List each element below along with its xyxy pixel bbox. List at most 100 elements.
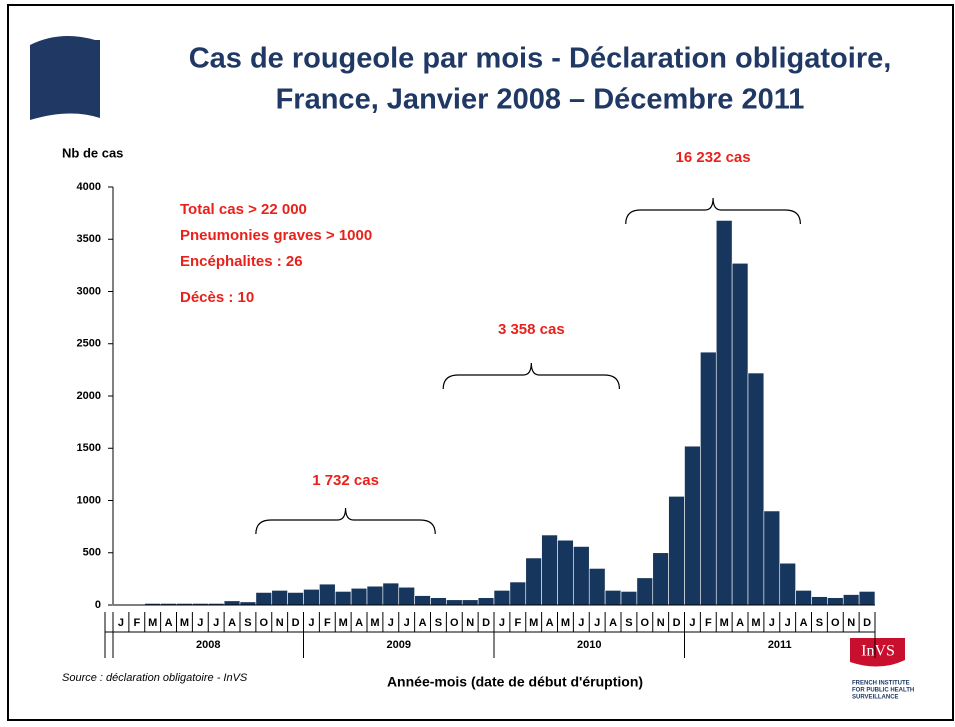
- logo-mark: [850, 638, 905, 667]
- logo-text: SURVEILLANCE: [852, 695, 899, 701]
- x-tick-label: M: [339, 617, 348, 629]
- year-label: 2009: [387, 639, 411, 651]
- x-tick-label: J: [578, 617, 584, 629]
- bar: [827, 597, 844, 606]
- stat-line: Pneumonies graves > 1000: [180, 227, 372, 244]
- bar: [763, 510, 781, 606]
- bar: [477, 597, 495, 606]
- y-tick-label: 4000: [77, 181, 101, 193]
- x-tick-label: A: [736, 617, 744, 629]
- bar: [223, 600, 241, 606]
- x-tick-label: M: [180, 617, 189, 629]
- bracket: [255, 507, 436, 535]
- x-tick-label: A: [228, 617, 236, 629]
- bar: [588, 568, 606, 606]
- x-tick-label: D: [292, 617, 300, 629]
- x-tick-label: A: [609, 617, 617, 629]
- y-tick-label: 1000: [77, 494, 101, 506]
- x-tick-label: J: [689, 617, 695, 629]
- bar: [715, 220, 733, 606]
- x-tick-label: J: [213, 617, 219, 629]
- bar: [446, 599, 463, 606]
- x-tick-label: D: [673, 617, 681, 629]
- x-tick-label: O: [260, 617, 269, 629]
- bar: [287, 592, 304, 606]
- bar: [509, 581, 527, 606]
- bar: [858, 591, 876, 606]
- logo-name: InVS: [861, 643, 895, 660]
- x-tick-label: F: [514, 617, 521, 629]
- x-tick-label: D: [863, 617, 871, 629]
- source: Source : déclaration obligatoire - InVS: [62, 672, 248, 684]
- chart-subtitle: France, Janvier 2008 – Décembre 2011: [276, 84, 805, 116]
- x-tick-label: D: [482, 617, 490, 629]
- x-tick-label: J: [197, 617, 203, 629]
- y-tick-label: 500: [83, 547, 101, 559]
- x-tick-label: F: [324, 617, 331, 629]
- bar: [525, 557, 542, 606]
- bracket: [442, 362, 621, 390]
- x-tick-label: A: [165, 617, 173, 629]
- x-tick-label: O: [831, 617, 840, 629]
- bar: [842, 594, 860, 606]
- frame: [7, 4, 954, 721]
- x-tick-label: M: [148, 617, 157, 629]
- bar: [382, 582, 400, 606]
- x-tick-label: J: [118, 617, 124, 629]
- y-tick-label: 3000: [77, 285, 101, 297]
- x-tick-label: S: [435, 617, 442, 629]
- y-tick-label: 1500: [77, 442, 101, 454]
- y-axis-label: Nb de cas: [62, 145, 123, 160]
- bar: [319, 583, 336, 606]
- x-tick-label: M: [529, 617, 538, 629]
- y-tick-label: 2500: [77, 338, 101, 350]
- x-tick-label: S: [625, 617, 632, 629]
- x-tick-label: M: [751, 617, 760, 629]
- bar: [731, 262, 749, 606]
- bar: [271, 590, 288, 606]
- bar: [573, 546, 590, 606]
- bar: [700, 351, 717, 606]
- x-tick-label: J: [785, 617, 791, 629]
- bar: [779, 562, 796, 606]
- annotation: 3 358 cas: [498, 321, 565, 338]
- year-label: 2011: [768, 639, 792, 651]
- annotation: 1 732 cas: [312, 472, 379, 489]
- logo-text: FRENCH INSTITUTE: [852, 681, 910, 687]
- x-tick-label: J: [499, 617, 505, 629]
- x-tick-label: J: [769, 617, 775, 629]
- x-tick-label: N: [466, 617, 474, 629]
- x-tick-label: M: [370, 617, 379, 629]
- x-tick-label: F: [133, 617, 140, 629]
- bar: [350, 587, 368, 606]
- bar: [303, 589, 320, 606]
- x-axis-label: Année-mois (date de début d'éruption): [387, 674, 643, 690]
- bar: [795, 590, 812, 606]
- y-tick-label: 0: [95, 599, 101, 611]
- x-tick-label: F: [705, 617, 712, 629]
- chart-title: Cas de rougeole par mois - Déclaration o…: [189, 43, 892, 75]
- x-tick-label: N: [847, 617, 855, 629]
- bar: [811, 596, 828, 606]
- year-label: 2008: [196, 639, 220, 651]
- bar: [652, 552, 669, 606]
- x-tick-label: N: [657, 617, 665, 629]
- x-tick-label: A: [800, 617, 808, 629]
- bar: [366, 585, 384, 606]
- x-tick-label: M: [720, 617, 729, 629]
- bar: [414, 595, 431, 606]
- x-tick-label: M: [561, 617, 570, 629]
- y-tick-label: 3500: [77, 233, 101, 245]
- year-label: 2010: [577, 639, 601, 651]
- y-tick-label: 2000: [77, 390, 101, 402]
- bar: [398, 586, 415, 606]
- stat-line: Décès : 10: [180, 289, 254, 306]
- x-tick-label: O: [450, 617, 459, 629]
- x-tick-label: J: [594, 617, 600, 629]
- bar: [430, 597, 447, 606]
- bar: [334, 591, 352, 606]
- bar: [620, 591, 638, 606]
- x-tick-label: S: [244, 617, 251, 629]
- logo-text: FOR PUBLIC HEALTH: [852, 688, 914, 694]
